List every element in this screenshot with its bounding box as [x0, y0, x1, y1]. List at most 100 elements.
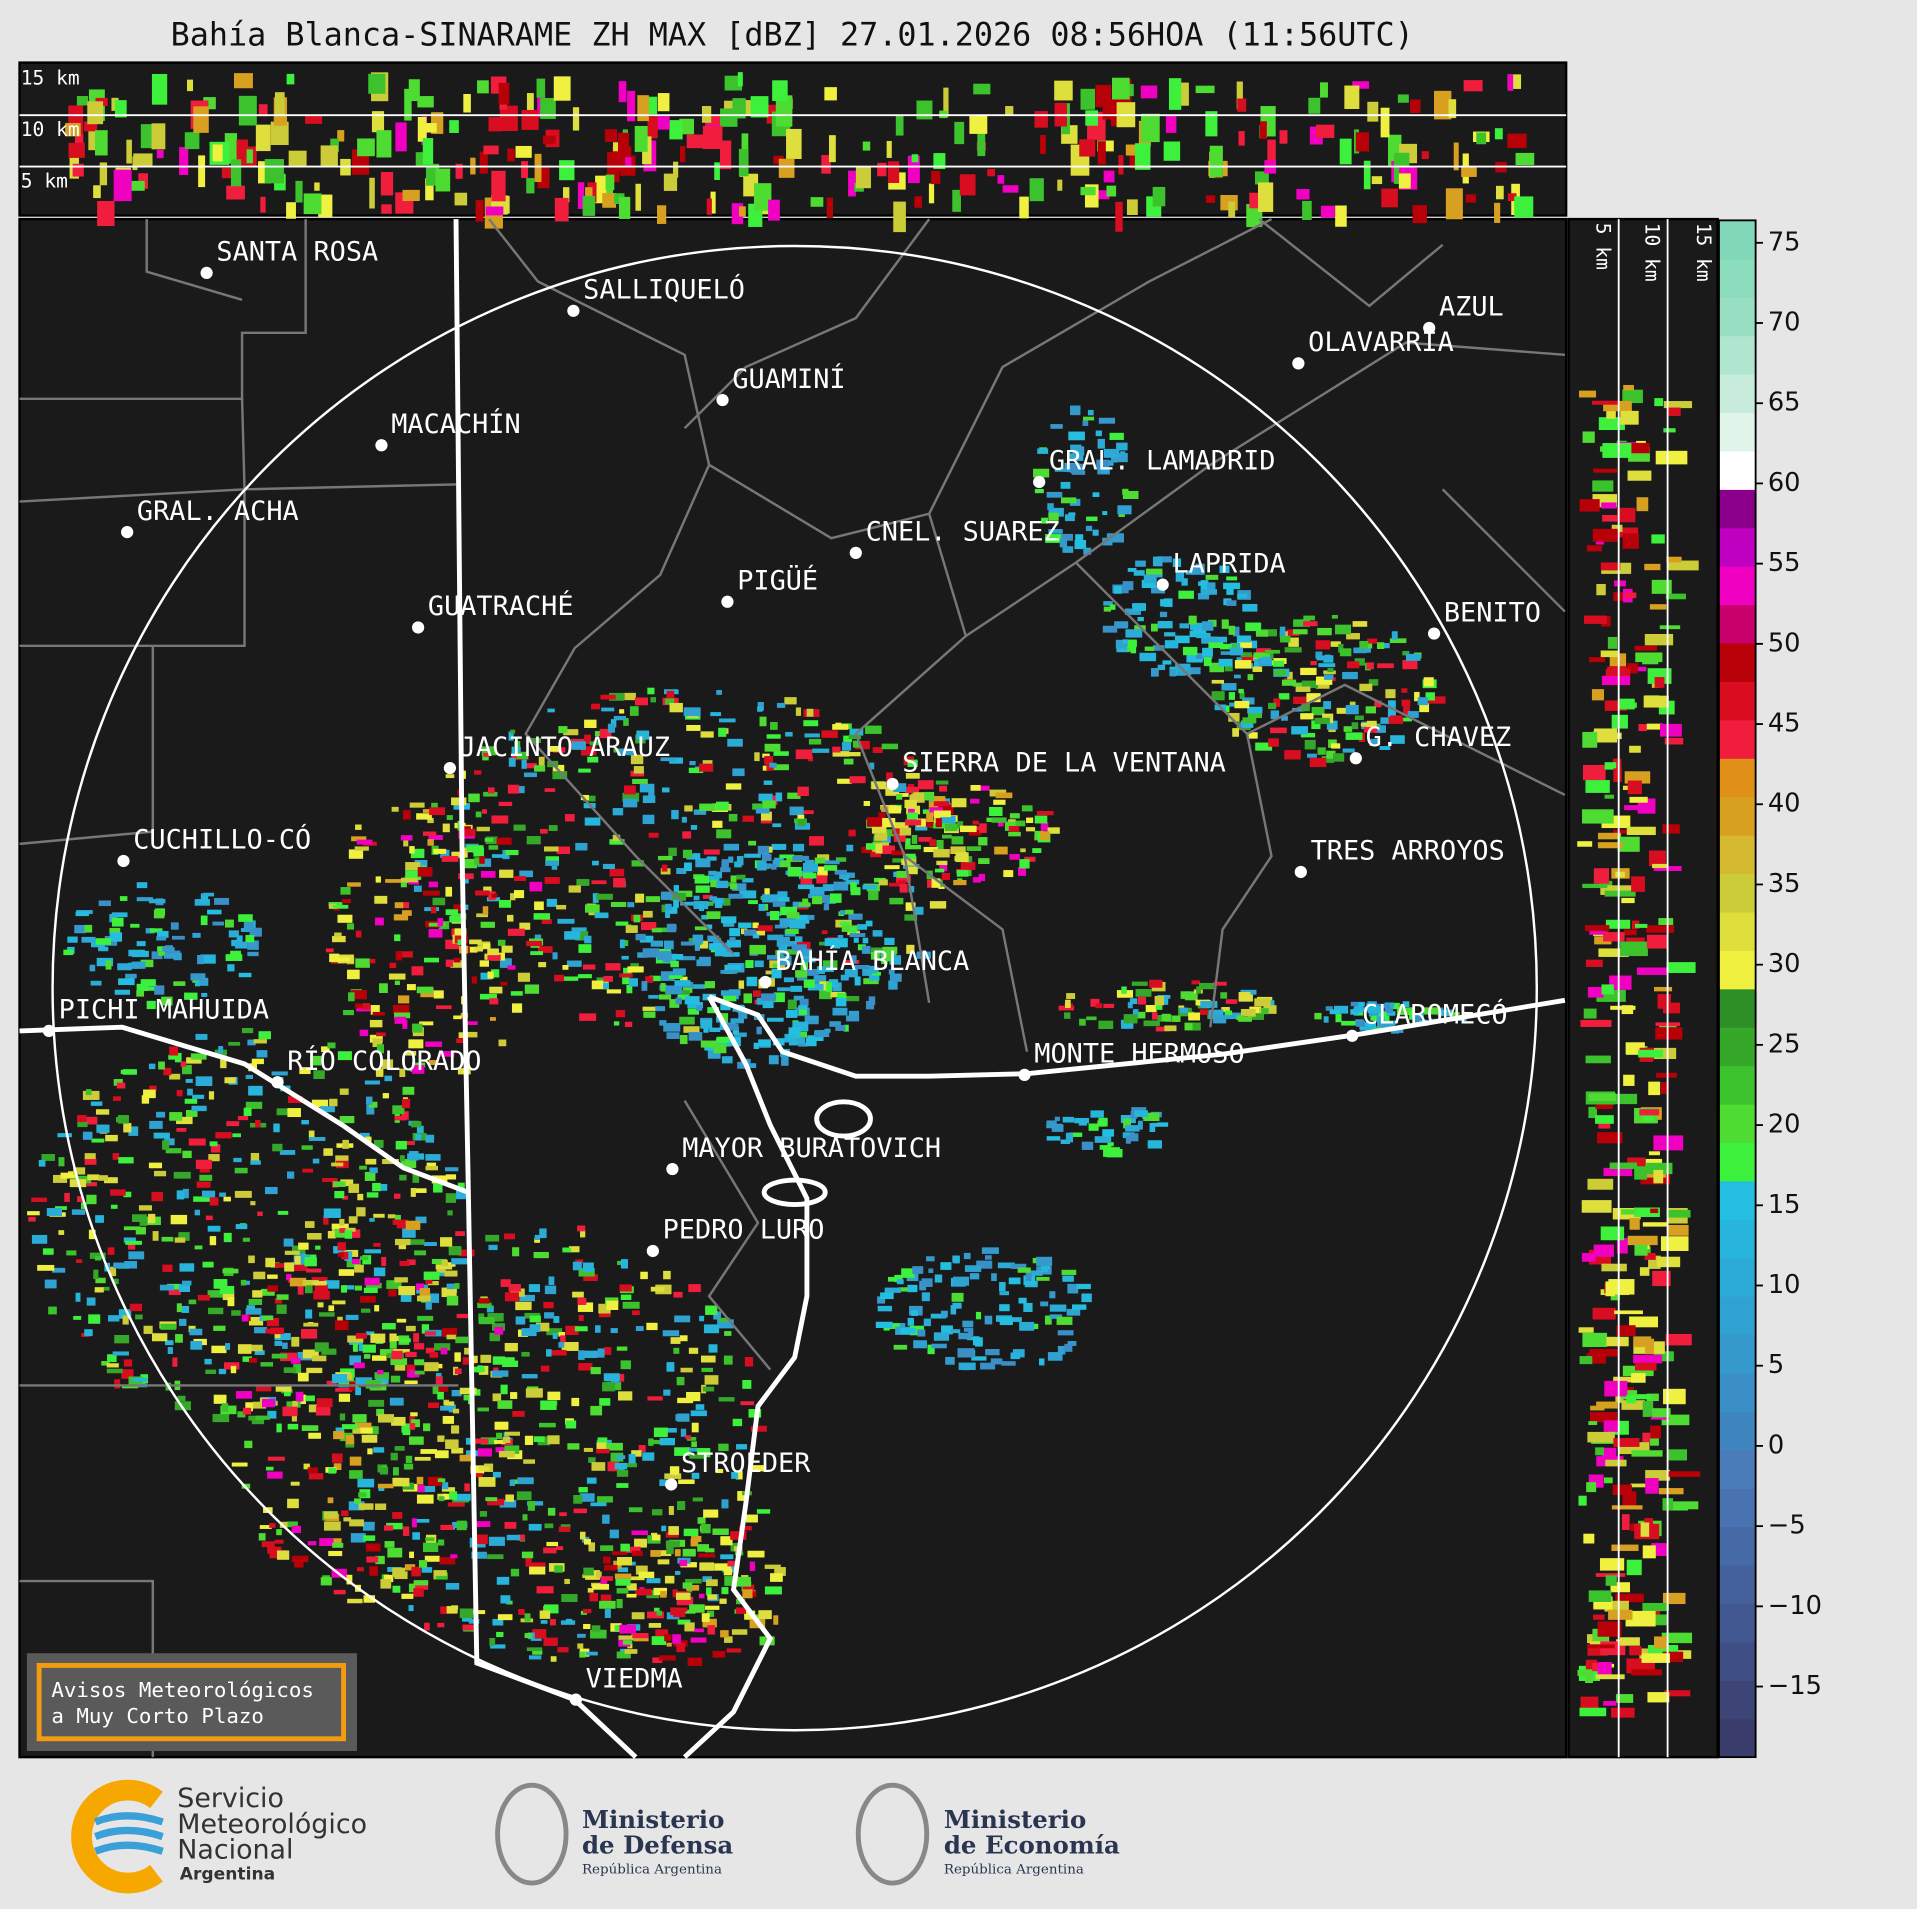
- echo: [373, 1267, 386, 1277]
- echo: [1355, 132, 1370, 152]
- echo: [826, 197, 833, 218]
- echo: [583, 1623, 591, 1630]
- echo: [402, 910, 412, 916]
- echo: [1579, 499, 1600, 512]
- echo: [906, 944, 915, 954]
- echo: [1025, 827, 1036, 832]
- echo: [759, 716, 767, 727]
- echo: [1220, 651, 1238, 655]
- echo: [199, 1174, 213, 1181]
- echo: [1343, 726, 1353, 732]
- echo: [149, 928, 163, 933]
- echo: [409, 1436, 424, 1445]
- echo: [1221, 1007, 1229, 1013]
- echo: [676, 1596, 694, 1606]
- echo: [1224, 1012, 1242, 1020]
- echo: [399, 1068, 406, 1078]
- echo: [487, 1313, 504, 1322]
- echo: [355, 958, 370, 968]
- echo: [196, 1181, 211, 1188]
- echo: [1026, 817, 1034, 824]
- echo: [699, 1562, 715, 1571]
- echo: [893, 1344, 908, 1350]
- echo: [934, 1274, 943, 1283]
- echo: [539, 1610, 551, 1619]
- colorbar-tick-label: 50: [1768, 628, 1801, 658]
- echo: [687, 1657, 703, 1667]
- echo: [367, 1426, 379, 1435]
- echo: [479, 151, 488, 174]
- echo: [459, 1454, 471, 1462]
- echo: [664, 1473, 682, 1479]
- echo: [297, 1285, 304, 1295]
- echo: [663, 1389, 671, 1396]
- echo: [366, 1192, 379, 1198]
- echo: [425, 1347, 435, 1354]
- echo: [1380, 717, 1389, 724]
- echo: [359, 1256, 369, 1261]
- echo: [1209, 145, 1223, 178]
- echo: [1095, 430, 1102, 437]
- echo: [563, 729, 579, 736]
- echo: [1602, 443, 1632, 458]
- echo: [735, 1576, 752, 1587]
- echo: [626, 1546, 641, 1553]
- echo: [168, 1287, 181, 1296]
- echo: [1626, 1559, 1642, 1576]
- echo: [1658, 1488, 1684, 1495]
- echo: [446, 1285, 455, 1290]
- echo: [1646, 934, 1669, 949]
- echo: [406, 1141, 416, 1145]
- echo: [322, 1178, 338, 1182]
- echo: [724, 964, 742, 970]
- echo: [235, 1391, 253, 1399]
- echo: [624, 1021, 633, 1028]
- echo: [432, 897, 446, 906]
- echo: [1624, 929, 1637, 936]
- echo: [1048, 507, 1064, 517]
- echo: [471, 976, 477, 984]
- echo: [451, 851, 468, 858]
- echo: [904, 786, 920, 794]
- echo: [1437, 1007, 1444, 1017]
- echo: [651, 928, 663, 933]
- echo: [301, 1425, 319, 1431]
- echo: [306, 1268, 322, 1273]
- echo: [65, 123, 81, 137]
- echo: [200, 915, 208, 926]
- echo: [348, 1501, 365, 1511]
- echo: [1410, 99, 1421, 113]
- echo: [627, 902, 635, 908]
- echo: [865, 725, 882, 734]
- echo: [896, 870, 909, 878]
- echo: [101, 1361, 110, 1366]
- echo: [445, 886, 453, 897]
- echo: [271, 1353, 288, 1359]
- echo: [105, 1134, 118, 1142]
- echo: [478, 1298, 490, 1304]
- echo: [904, 914, 918, 921]
- echo: [952, 1302, 962, 1309]
- echo: [403, 1463, 414, 1470]
- echo: [375, 1375, 389, 1384]
- echo: [805, 1038, 817, 1047]
- echo: [114, 1335, 130, 1344]
- echo: [723, 1568, 733, 1576]
- echo: [553, 1316, 560, 1323]
- echo: [1164, 1015, 1181, 1022]
- echo: [516, 751, 529, 760]
- echo: [140, 979, 156, 986]
- echo: [1635, 652, 1663, 663]
- echo: [375, 876, 381, 883]
- echo: [714, 871, 723, 879]
- echo: [870, 947, 885, 956]
- echo: [773, 1615, 779, 1625]
- echo: [1071, 1304, 1087, 1310]
- echo: [1666, 556, 1682, 563]
- echo: [795, 970, 808, 978]
- echo: [708, 1344, 718, 1353]
- echo: [364, 1277, 380, 1286]
- echo: [433, 990, 444, 999]
- echo: [597, 1348, 605, 1358]
- echo: [1248, 1012, 1265, 1020]
